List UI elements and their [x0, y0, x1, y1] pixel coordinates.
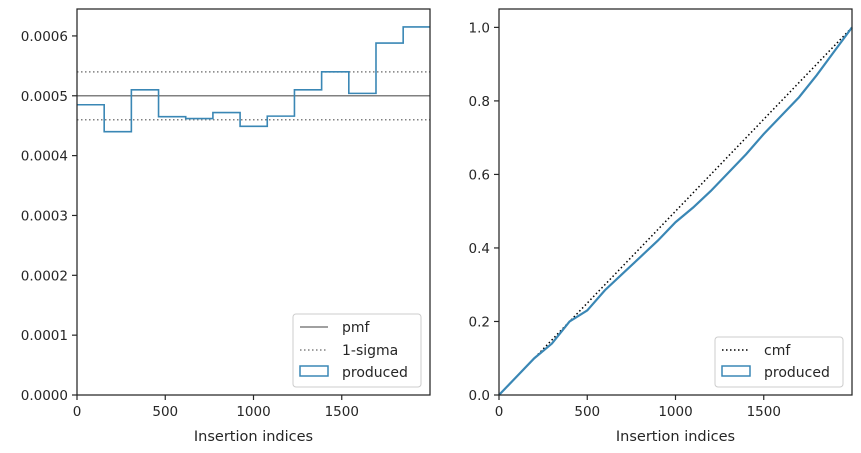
y-tick-label: 1.0 [469, 20, 490, 36]
x-tick-label: 500 [152, 404, 178, 420]
legend-produced-swatch [299, 365, 329, 377]
right-y-ticks: 0.0 0.2 0.4 0.6 0.8 1.0 [469, 20, 499, 404]
right-legend: cmf produced [714, 336, 844, 388]
produced-step-series [77, 26, 430, 133]
x-tick-label: 1500 [747, 404, 781, 420]
legend-produced-label: produced [764, 365, 830, 381]
right-x-axis-label: Insertion indices [616, 429, 735, 445]
produced-cumulative-series [498, 26, 853, 396]
left-legend-box [292, 313, 422, 388]
legend-produced-label: produced [342, 365, 408, 381]
x-tick-label: 1000 [236, 404, 270, 420]
left-plot-area [77, 26, 430, 133]
y-tick-label: 0.8 [469, 94, 490, 110]
y-tick-label: 0.6 [469, 167, 490, 183]
x-tick-label: 0 [73, 404, 82, 420]
right-x-ticks: 0 500 1000 1500 [495, 395, 781, 420]
left-chart-panel: 0 500 1000 1500 0.00000.00010.00020.00030.0… [21, 8, 431, 445]
left-legend: pmf 1-sigma produced [292, 313, 422, 388]
x-tick-label: 0 [495, 404, 504, 420]
legend-sigma-label: 1-sigma [342, 343, 398, 359]
y-tick-label: 0.0000 [21, 388, 68, 404]
y-tick-label: 0.0004 [21, 149, 68, 165]
legend-produced-swatch [721, 365, 751, 377]
left-y-ticks: 0.0000 0.0001 0.0002 0.0003 0.0004 0.0005 0.00… [21, 29, 77, 404]
x-tick-label: 500 [574, 404, 600, 420]
left-x-ticks: 0 500 1000 1500 [73, 395, 359, 420]
x-tick-label: 1000 [658, 404, 692, 420]
left-x-axis-label: Insertion indices [194, 429, 313, 445]
y-tick-label: 0.0002 [21, 268, 68, 284]
right-chart-panel: 0 500 1000 1500 0.0 0.2 0.4 0.6 0.8 1.0 Insertio… [469, 8, 853, 445]
y-tick-label: 0.0001 [21, 328, 68, 344]
legend-cmf-label: cmf [764, 343, 791, 359]
y-tick-label: 0.0 [469, 388, 490, 404]
y-tick-label: 0.0005 [21, 89, 68, 105]
legend-pmf-label: pmf [342, 320, 371, 336]
x-tick-label: 1500 [325, 404, 359, 420]
y-tick-label: 0.4 [469, 241, 490, 257]
y-tick-label: 0.2 [469, 314, 490, 330]
right-plot-area [498, 26, 853, 396]
y-tick-label: 0.0003 [21, 208, 68, 224]
cmf-line [498, 26, 853, 396]
y-tick-label: 0.0006 [21, 29, 68, 45]
